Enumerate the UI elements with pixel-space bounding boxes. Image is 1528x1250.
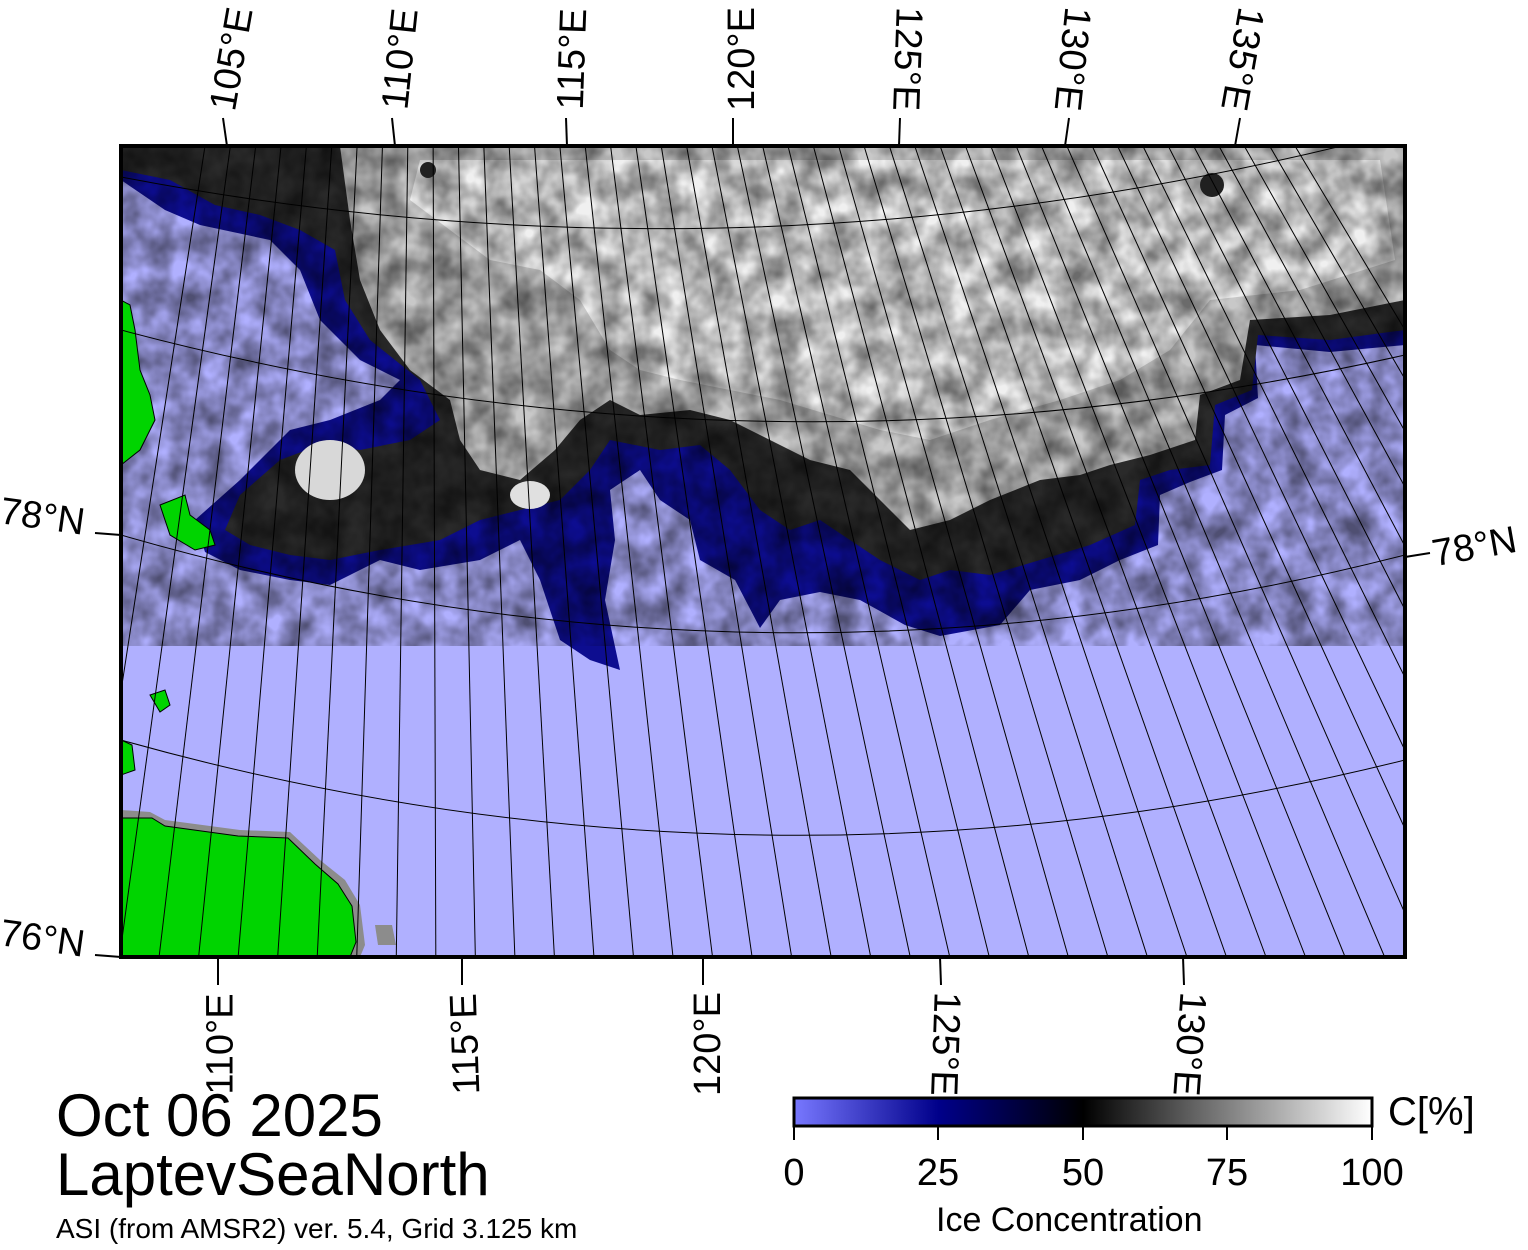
product-caption: ASI (from AMSR2) ver. 5.4, Grid 3.125 km <box>56 1213 578 1244</box>
colorbar-tick-25: 25 <box>916 1152 960 1194</box>
land-island-northwest <box>121 299 156 466</box>
land-island-small-1 <box>159 494 216 551</box>
meridian-line <box>1015 146 1346 957</box>
meridian-line <box>483 146 516 957</box>
meridian-line <box>457 146 476 957</box>
meridian-line <box>432 146 437 957</box>
map-frame <box>119 144 1407 959</box>
lon-label-bottom-110: 110°E <box>199 993 242 1095</box>
meridian-line <box>534 146 595 957</box>
colorbar-title: Ice Concentration <box>936 1201 1203 1239</box>
meridian-line <box>1167 146 1405 611</box>
lon-label-bottom-120: 120°E <box>686 992 729 1096</box>
lon-label-bottom-125: 125°E <box>922 991 968 1097</box>
meridian-line <box>610 146 714 957</box>
meridian-line <box>1091 146 1405 831</box>
meridian-line <box>686 146 832 957</box>
colorbar-unit: C[%] <box>1388 1090 1475 1134</box>
meridian-line <box>277 146 333 957</box>
colorbar-tick-75: 75 <box>1205 1152 1249 1194</box>
land-island-small-3 <box>121 739 136 776</box>
meridian-line <box>762 146 951 957</box>
meridian-line <box>121 146 231 950</box>
meridian-line <box>1294 146 1405 331</box>
meridian-line <box>237 146 307 957</box>
colorbar <box>792 1096 1374 1128</box>
lon-label-top-120: 120°E <box>720 7 763 111</box>
lon-label-bottom-130: 130°E <box>1164 990 1214 1098</box>
lon-label-top-115: 115°E <box>549 7 596 111</box>
meridian-line <box>1218 146 1405 489</box>
lon-label-top-125: 125°E <box>884 6 930 112</box>
meridian-line <box>838 146 1069 957</box>
meridian-line <box>356 146 383 957</box>
meridian-line <box>812 146 1030 957</box>
meridian-line <box>635 146 753 957</box>
meridian-line <box>736 146 911 957</box>
meridian-line <box>1117 146 1405 752</box>
meridian-line <box>316 146 358 957</box>
graticule-parallels <box>121 146 1405 836</box>
meridian-line <box>914 146 1188 957</box>
meridian-line <box>964 146 1267 957</box>
meridian-line <box>888 146 1148 957</box>
tick-marks <box>94 117 1431 986</box>
ice-floe-patch <box>295 440 365 500</box>
meridian-line <box>787 146 990 957</box>
date-title: Oct 06 2025 <box>56 1082 383 1149</box>
lon-label-top-130: 130°E <box>1045 5 1099 113</box>
meridian-line <box>1142 146 1405 679</box>
meridian-line <box>1066 146 1405 915</box>
graticule-meridians <box>121 146 1405 957</box>
meridian-line <box>939 146 1227 957</box>
meridian-line <box>660 146 793 957</box>
meridian-line <box>711 146 872 957</box>
meridian-line <box>990 146 1307 957</box>
region-title: LaptevSeaNorth <box>56 1141 490 1208</box>
meridian-line <box>863 146 1109 957</box>
meridian-line <box>198 146 282 957</box>
meridian-line <box>1041 146 1386 957</box>
meridian-line <box>559 146 634 957</box>
meridian-line <box>395 146 409 957</box>
meridian-line <box>1193 146 1405 548</box>
colorbar-tick-50: 50 <box>1061 1152 1105 1194</box>
meridian-line <box>121 146 206 695</box>
lon-label-top-110: 110°E <box>374 6 427 112</box>
meridian-line <box>1269 146 1405 381</box>
lon-label-bottom-115: 115°E <box>442 992 489 1096</box>
colorbar-ticks <box>793 1126 1373 1140</box>
colorbar-tick-0: 0 <box>783 1152 805 1194</box>
meridian-line <box>1243 146 1405 433</box>
meridian-line <box>158 146 257 957</box>
land-taymyr <box>121 817 357 957</box>
meridian-line <box>584 146 674 957</box>
colorbar-tick-100: 100 <box>1340 1152 1404 1194</box>
